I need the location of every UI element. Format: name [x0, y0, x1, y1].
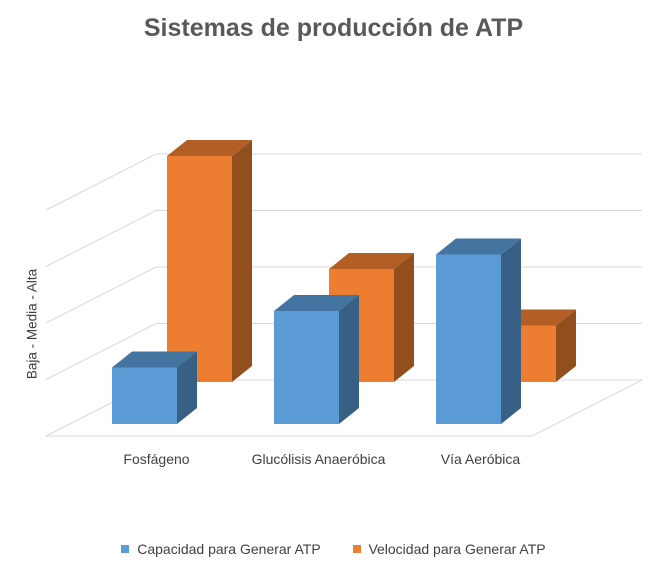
legend-swatch-blue [121, 545, 130, 553]
bar-capacidad-2-front [274, 311, 339, 424]
bar-capacidad-2-side [339, 295, 359, 424]
bar-capacidad-3-front [436, 254, 501, 424]
bar-velocidad-1-side [232, 140, 252, 382]
bar-velocidad-2-side [394, 253, 414, 382]
legend-label-capacidad: Capacidad para Generar ATP [137, 541, 321, 557]
bar-velocidad-1 [167, 140, 252, 382]
legend-item-velocidad: Velocidad para Generar ATP [352, 541, 546, 557]
bar-capacidad-1-side [177, 351, 197, 424]
bar-capacidad-1-top [112, 351, 197, 368]
legend-item-capacidad: Capacidad para Generar ATP [121, 541, 321, 557]
bars [112, 140, 576, 424]
legend-label-velocidad: Velocidad para Generar ATP [368, 541, 546, 557]
bar-velocidad-3-side [556, 309, 576, 382]
x-tick-labels: Fosfágeno Glucólisis Anaeróbica Vía Aeróbi… [123, 451, 520, 467]
bar-capacidad-2-top [274, 295, 359, 311]
x-tick-label: Fosfágeno [123, 451, 189, 467]
bar-capacidad-3 [436, 238, 521, 424]
floor-right-edge [531, 379, 643, 437]
x-tick-label: Vía Aeróbica [441, 451, 521, 467]
gridline-side [45, 210, 157, 267]
gridline-side [45, 153, 157, 211]
legend: Capacidad para Generar ATP Velocidad par… [0, 541, 667, 557]
bar-velocidad-2-top [329, 253, 414, 269]
bar-capacidad-2 [274, 295, 359, 424]
gridline-side [45, 266, 157, 324]
x-tick-label: Glucólisis Anaeróbica [252, 451, 386, 467]
bar-capacidad-3-side [501, 238, 521, 424]
bar-capacidad-3-top [436, 238, 521, 255]
bar-capacidad-1-front [112, 367, 177, 424]
gridline-side [45, 323, 157, 380]
bar-velocidad-1-front [167, 156, 232, 382]
chart-title: Sistemas de producción de ATP [143, 14, 524, 42]
bar-velocidad-1-top [167, 140, 252, 156]
bar-capacidad-1 [112, 351, 197, 424]
legend-swatch-orange [352, 545, 361, 553]
